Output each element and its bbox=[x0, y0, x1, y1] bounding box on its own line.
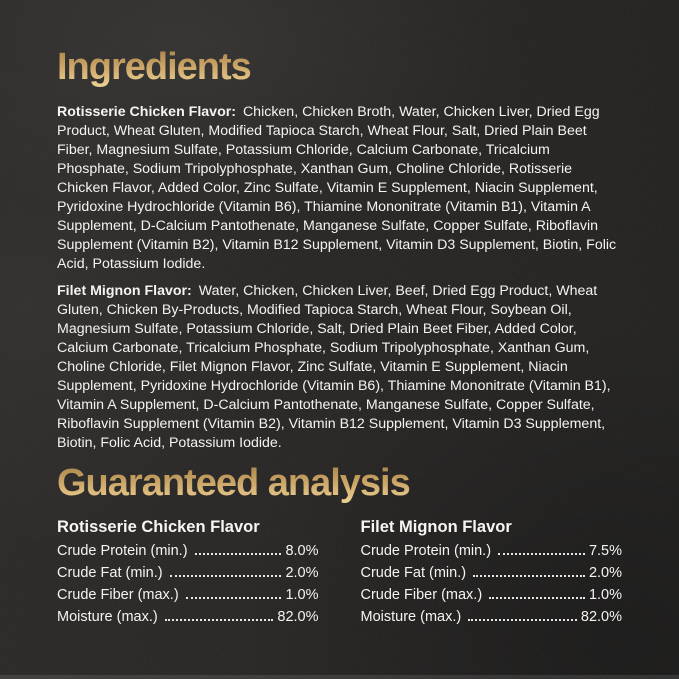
filet-flavor-label: Filet Mignon Flavor: bbox=[57, 283, 192, 299]
row-value: 1.0% bbox=[285, 587, 319, 603]
ingredients-paragraph-rotisserie: Rotisserie Chicken Flavor: Chicken, Chic… bbox=[57, 103, 622, 274]
row-value: 8.0% bbox=[285, 543, 319, 559]
analysis-row-crude-fat: Crude Fat (min.) 2.0% bbox=[361, 566, 623, 581]
analysis-row-crude-fiber: Crude Fiber (max.) 1.0% bbox=[361, 588, 623, 603]
row-label: Moisture (max.) bbox=[360, 609, 462, 625]
dot-leader bbox=[164, 619, 274, 621]
row-label: Crude Fiber (max.) bbox=[360, 587, 483, 603]
row-value: 82.0% bbox=[277, 609, 319, 625]
dot-leader bbox=[473, 575, 585, 577]
row-label: Moisture (max.) bbox=[57, 609, 158, 625]
ingredients-title: Ingredients bbox=[57, 46, 622, 89]
row-value: 2.0% bbox=[285, 565, 319, 581]
row-value: 2.0% bbox=[588, 565, 622, 581]
dot-leader bbox=[185, 597, 282, 599]
analysis-column-title: Rotisserie Chicken Flavor bbox=[57, 518, 260, 536]
row-label: Crude Fiber (max.) bbox=[57, 587, 179, 603]
row-label: Crude Fat (min.) bbox=[57, 565, 163, 581]
row-label: Crude Protein (min.) bbox=[57, 543, 188, 559]
rotisserie-flavor-label: Rotisserie Chicken Flavor: bbox=[57, 104, 236, 120]
row-label: Crude Fat (min.) bbox=[360, 565, 467, 581]
dot-leader bbox=[489, 597, 585, 599]
analysis-row-crude-fat: Crude Fat (min.) 2.0% bbox=[57, 566, 319, 581]
dot-leader bbox=[194, 553, 282, 555]
analysis-column-filet: Filet Mignon Flavor Crude Protein (min.)… bbox=[361, 517, 623, 632]
filet-ingredients-text: Water, Chicken, Chicken Liver, Beef, Dri… bbox=[57, 283, 611, 451]
row-label: Crude Protein (min.) bbox=[360, 543, 492, 559]
row-value: 1.0% bbox=[588, 587, 622, 603]
ingredients-paragraph-filet: Filet Mignon Flavor: Water, Chicken, Chi… bbox=[57, 282, 622, 453]
dot-leader bbox=[468, 619, 577, 621]
row-value: 7.5% bbox=[588, 543, 622, 559]
row-value: 82.0% bbox=[580, 609, 622, 625]
dot-leader bbox=[169, 575, 282, 577]
analysis-row-moisture: Moisture (max.) 82.0% bbox=[361, 610, 623, 625]
analysis-column-title: Filet Mignon Flavor bbox=[360, 518, 512, 536]
analysis-columns: Rotisserie Chicken Flavor Crude Protein … bbox=[57, 517, 622, 632]
analysis-row-crude-fiber: Crude Fiber (max.) 1.0% bbox=[57, 588, 319, 603]
analysis-row-crude-protein: Crude Protein (min.) 7.5% bbox=[361, 544, 623, 559]
analysis-row-crude-protein: Crude Protein (min.) 8.0% bbox=[57, 544, 319, 559]
guaranteed-analysis-title: Guaranteed analysis bbox=[57, 462, 622, 505]
dot-leader bbox=[498, 553, 585, 555]
rotisserie-ingredients-text: Chicken, Chicken Broth, Water, Chicken L… bbox=[57, 104, 617, 272]
analysis-row-moisture: Moisture (max.) 82.0% bbox=[57, 610, 319, 625]
analysis-column-rotisserie: Rotisserie Chicken Flavor Crude Protein … bbox=[57, 517, 319, 632]
